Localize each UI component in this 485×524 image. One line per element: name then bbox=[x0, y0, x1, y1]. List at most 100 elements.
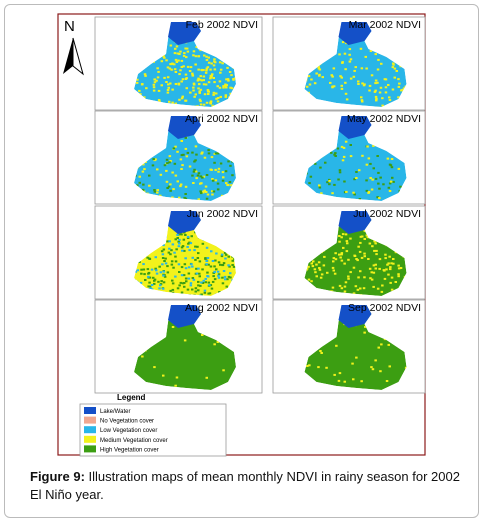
map-pixel bbox=[331, 85, 334, 88]
map-pixel bbox=[204, 83, 208, 86]
map-pixel bbox=[197, 280, 200, 283]
map-pixel bbox=[387, 186, 391, 189]
map-pixel bbox=[357, 276, 360, 279]
map-pixel bbox=[163, 275, 167, 278]
map-pixel bbox=[183, 52, 186, 55]
map-pixel bbox=[352, 378, 355, 381]
map-pixel bbox=[171, 288, 175, 291]
map-pixel bbox=[203, 291, 207, 294]
map-pixel bbox=[395, 70, 398, 72]
map-pixel bbox=[191, 277, 195, 279]
map-pixel bbox=[165, 169, 168, 172]
map-pixel bbox=[388, 365, 391, 368]
map-pixel bbox=[360, 67, 364, 70]
map-pixel bbox=[160, 60, 164, 63]
map-pixel bbox=[162, 248, 166, 251]
map-pixel bbox=[219, 162, 223, 165]
map-pixel bbox=[227, 275, 231, 278]
map-pixel bbox=[215, 92, 218, 95]
north-label: N bbox=[64, 18, 75, 35]
map-pixel bbox=[174, 102, 177, 105]
map-pixel bbox=[205, 191, 208, 193]
map-pixel bbox=[156, 67, 159, 70]
map-pixel bbox=[172, 266, 175, 269]
map-pixel bbox=[174, 238, 177, 241]
map-pixel bbox=[184, 267, 188, 270]
map-pixel bbox=[225, 285, 228, 288]
legend-label: Lake/Water bbox=[100, 409, 130, 415]
map-pixel bbox=[333, 153, 336, 156]
panel-title: Jun 2002 NDVI bbox=[187, 208, 258, 220]
map-pixel bbox=[331, 266, 335, 269]
map-pixel bbox=[186, 151, 190, 154]
map bbox=[304, 211, 407, 296]
map-pixel bbox=[310, 280, 313, 283]
map-pixel bbox=[202, 79, 205, 82]
map-pixel bbox=[182, 238, 186, 241]
map-pixel bbox=[349, 155, 353, 158]
map-pixel bbox=[213, 278, 217, 281]
map-pixel bbox=[358, 250, 362, 253]
map-lake bbox=[168, 211, 201, 234]
map-pixel bbox=[384, 91, 388, 94]
map-pixel bbox=[210, 62, 213, 65]
map-pixel bbox=[186, 235, 190, 238]
map-pixel bbox=[168, 161, 171, 164]
map-pixel bbox=[184, 99, 187, 102]
map-pixel bbox=[213, 60, 216, 63]
map-pixel bbox=[387, 84, 390, 86]
legend-label: High Vegetation cover bbox=[100, 447, 159, 453]
map-pixel bbox=[376, 68, 380, 71]
map-pixel bbox=[397, 264, 400, 267]
map-pixel bbox=[368, 267, 372, 270]
map-pixel bbox=[207, 149, 210, 152]
map-pixel bbox=[370, 366, 373, 369]
map-pixel bbox=[209, 102, 212, 105]
map-pixel bbox=[340, 253, 343, 256]
map-pixel bbox=[166, 66, 170, 69]
map-pixel bbox=[206, 271, 209, 274]
map-pixel bbox=[315, 72, 318, 75]
map-pixel bbox=[192, 50, 196, 53]
map-pixel bbox=[367, 157, 371, 160]
map-pixel bbox=[149, 287, 152, 290]
map-pixel bbox=[216, 341, 220, 343]
map-pixel bbox=[202, 69, 205, 71]
map-pixel bbox=[194, 170, 198, 173]
map-pixel bbox=[166, 265, 169, 268]
map-pixel bbox=[231, 174, 234, 177]
map-pixel bbox=[210, 250, 213, 253]
map-pixel bbox=[366, 236, 370, 239]
map-pixel bbox=[205, 246, 209, 249]
map-pixel bbox=[199, 100, 202, 103]
map-pixel bbox=[373, 249, 376, 252]
map-pixel bbox=[371, 178, 374, 181]
map-pixel bbox=[190, 235, 193, 238]
map-pixel bbox=[346, 242, 349, 245]
map-pixel bbox=[377, 182, 380, 185]
map-pixel bbox=[143, 96, 146, 99]
map-pixel bbox=[219, 71, 222, 74]
map-pixel bbox=[175, 45, 179, 48]
map-pixel bbox=[388, 182, 392, 185]
map-pixel bbox=[222, 270, 226, 272]
map-pixel bbox=[199, 284, 202, 287]
map-pixel bbox=[209, 77, 212, 80]
map-pixel bbox=[177, 240, 180, 243]
map-pixel bbox=[165, 81, 168, 83]
map-pixel bbox=[215, 268, 218, 271]
map-pixel bbox=[349, 271, 352, 274]
map-pixel bbox=[174, 58, 178, 61]
map-pixel bbox=[372, 144, 375, 147]
map-pixel bbox=[388, 163, 392, 166]
map-pixel bbox=[212, 91, 216, 94]
map-pixel bbox=[214, 168, 217, 171]
map-pixel bbox=[234, 77, 236, 80]
map-pixel bbox=[192, 182, 195, 184]
map-pixel bbox=[344, 281, 348, 284]
map-pixel bbox=[369, 177, 372, 179]
map-pixel bbox=[347, 277, 350, 280]
map-pixel bbox=[169, 253, 172, 256]
map-pixel bbox=[363, 255, 366, 258]
map-pixel bbox=[159, 173, 163, 176]
